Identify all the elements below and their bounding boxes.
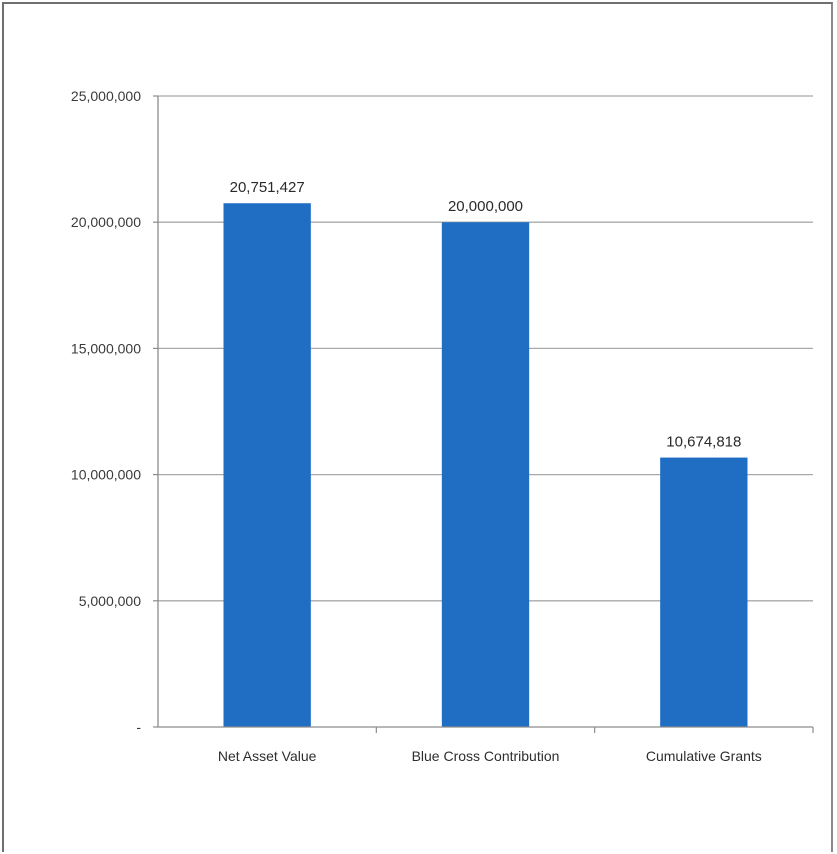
y-tick-label: 15,000,000: [71, 340, 141, 356]
data-label: 20,000,000: [448, 198, 523, 215]
bar: [223, 203, 311, 727]
y-tick-label: -: [136, 719, 141, 735]
y-tick-label: 5,000,000: [79, 593, 141, 609]
x-category-label: Net Asset Value: [218, 748, 317, 764]
bar: [660, 457, 748, 727]
bars: [223, 203, 748, 727]
x-category-label: Cumulative Grants: [646, 748, 762, 764]
data-labels: 20,751,427 20,000,000 10,674,818: [230, 179, 742, 450]
x-category-label: Blue Cross Contribution: [412, 748, 560, 764]
y-axis: - 5,000,000 10,000,000 15,000,000 20,000,000…: [71, 88, 159, 735]
data-label: 10,674,818: [666, 434, 741, 451]
y-tick-label: 20,000,000: [71, 214, 141, 230]
bar: [441, 222, 530, 727]
y-tick-label: 25,000,000: [71, 88, 141, 104]
x-axis: Net Asset Value Blue Cross Contribution Cu…: [158, 726, 814, 764]
data-label: 20,751,427: [230, 179, 305, 196]
y-tick-label: 10,000,000: [71, 467, 141, 483]
